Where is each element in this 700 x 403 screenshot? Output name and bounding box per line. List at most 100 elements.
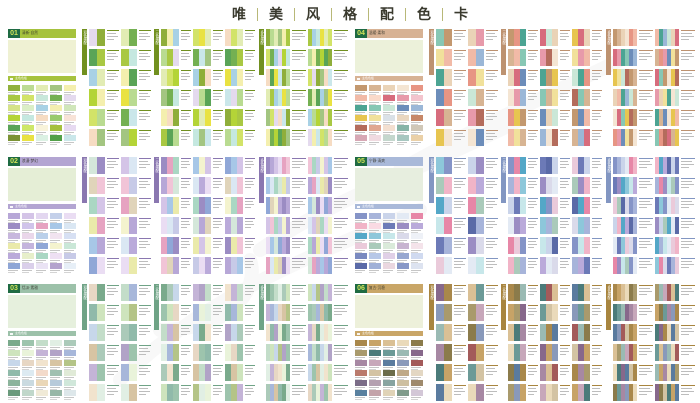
combo-label-block [137,237,151,254]
micro-text-line [454,261,463,262]
swatch-code-line [383,122,393,123]
combo-color-bar [476,304,484,321]
three-color-combo [225,217,255,234]
combo-color-bar [173,237,179,254]
combo-color-bar [199,304,205,321]
micro-text-line [528,388,536,389]
swatch-cell [36,340,48,350]
three-color-combo [540,177,570,194]
micro-text-line [139,93,148,94]
combo-color-bar [546,29,552,46]
micro-text-line [245,167,251,168]
swatch-cell [355,390,367,400]
combo-color-bar [205,129,211,146]
micro-text-line [292,308,303,309]
three-color-combo [508,304,538,321]
combo-color-bar [613,49,617,66]
swatch-cell [36,350,48,360]
combo-color-bar [193,109,199,126]
two-color-combo [436,344,466,361]
micro-text-line [681,345,695,346]
combo-label-block [290,157,306,174]
combo-color-bar [508,304,514,321]
micro-text-line [486,181,495,182]
color-swatch [411,243,423,249]
three-color-combo [225,157,255,174]
multi-color-combo [655,217,695,234]
palette-card: 04 温暖·柔和 主色色板 [355,29,423,146]
combo-color-bar [266,237,270,254]
micro-text-line [334,30,348,31]
combo-color-bar [320,384,324,401]
swatch-cell [383,213,395,223]
micro-text-line [592,53,600,54]
micro-text-line [454,325,466,326]
micro-text-line [107,227,115,228]
swatch-code-line [8,122,18,123]
swatch-code-line [411,262,418,263]
combo-color-bar [546,284,552,301]
combo-color-bar [167,257,173,274]
micro-text-line [334,96,347,97]
combo-color-bar [584,384,590,401]
color-swatch [22,85,34,91]
combo-color-bar [514,284,520,301]
three-color-combo-column [540,29,570,146]
micro-text-line [334,294,343,295]
combo-color-bar [546,129,552,146]
combo-color-bar [225,384,231,401]
multi-color-combo [655,29,695,46]
combo-color-bar [270,217,274,234]
swatch-code-line [355,220,365,221]
combo-color-bar [278,69,282,86]
combo-color-bar [266,177,270,194]
micro-text-line [454,53,463,54]
combo-color-bar [617,49,621,66]
three-color-combo-column [225,29,255,146]
multi-color-combo [655,69,695,86]
combo-label-block [290,29,306,46]
swatch-code-line [8,367,18,368]
swatch-code-line [411,377,421,378]
micro-text-line [681,325,695,326]
color-swatch [22,360,34,366]
swatch-cell [22,95,34,105]
micro-text-line [486,385,498,386]
combo-color-bar [121,89,129,106]
three-color-combo [508,217,538,234]
micro-text-line [486,56,497,57]
combo-label-block [243,304,255,321]
combo-color-bar [667,284,671,301]
panel-title: 宁静·清爽 [368,159,385,164]
micro-text-line [454,133,463,134]
micro-text-line [681,113,692,114]
combo-color-bar [286,344,290,361]
micro-text-line [454,368,463,369]
micro-text-line [528,53,536,54]
micro-text-line [681,218,695,219]
micro-text-line [486,93,495,94]
combo-color-bar [584,237,590,254]
combo-color-bar [173,69,179,86]
color-swatch [369,390,381,396]
micro-text-line [592,113,600,114]
combo-color-bar [621,49,625,66]
color-swatch [36,213,48,219]
combo-label-block [105,49,119,66]
three-color-combo-column [193,157,223,274]
combo-color-bar [436,69,444,86]
combo-color-bar [625,49,629,66]
combo-color-bar [328,384,332,401]
combo-color-bar [312,109,316,126]
combo-color-bar [613,197,617,214]
combo-color-bar [671,217,675,234]
micro-text-line [486,53,495,54]
combo-label-block [484,29,498,46]
micro-text-line [681,334,690,335]
swatch-code-line [64,144,71,145]
micro-text-line [213,325,223,326]
swatch-cell [411,125,423,135]
micro-text-line [245,261,253,262]
combo-color-bar [121,109,129,126]
micro-text-line [560,218,570,219]
